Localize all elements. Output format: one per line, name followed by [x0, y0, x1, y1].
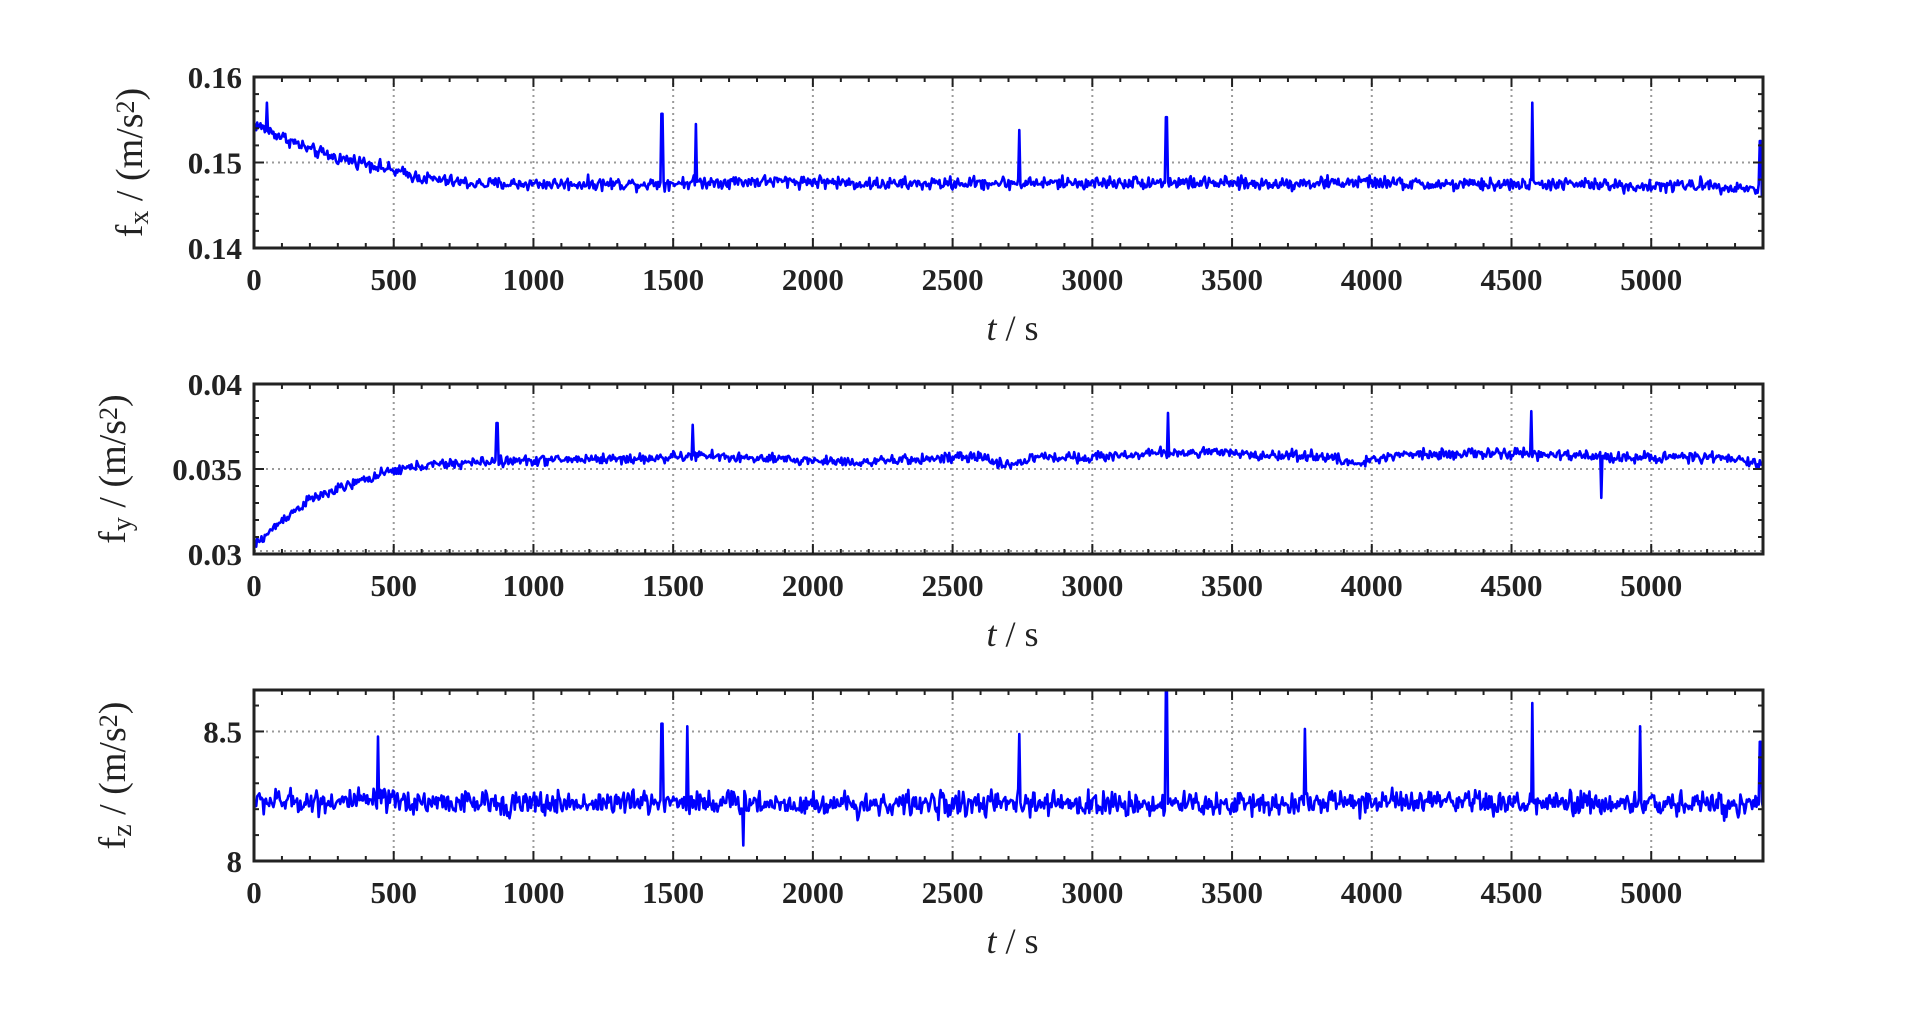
x-tick-label: 5000 — [1620, 875, 1682, 910]
ticks-layer: 0 500 1000 1500 2000 2500 3000 3500 4000 4500 5000… — [203, 690, 1763, 910]
x-tick-label: 3000 — [1061, 262, 1123, 297]
y-tick-label: 0.04 — [188, 367, 242, 402]
x-axis-label: t / s — [986, 921, 1038, 961]
x-tick-label: 0 — [246, 875, 262, 910]
x-tick-label: 4500 — [1481, 262, 1543, 297]
x-tick-label: 1000 — [502, 568, 564, 603]
axes-frame — [252, 688, 1765, 863]
grid-layer — [254, 690, 1763, 861]
ticks-layer: 0 500 1000 1500 2000 2500 3000 3500 4000 4500 5000… — [188, 60, 1763, 297]
series-line — [252, 688, 1765, 847]
x-tick-label: 0 — [246, 568, 262, 603]
series-line — [252, 409, 1764, 549]
x-tick-label: 500 — [370, 875, 417, 910]
x-tick-label: 3500 — [1201, 875, 1263, 910]
series-line — [252, 101, 1765, 198]
x-tick-label: 1000 — [502, 262, 564, 297]
x-tick-label: 3500 — [1201, 568, 1263, 603]
x-tick-label: 1500 — [642, 875, 704, 910]
x-axis-label: t / s — [986, 308, 1038, 348]
x-tick-label: 2000 — [782, 568, 844, 603]
y-axis-label: fx / (m/s2) — [109, 88, 155, 237]
x-tick-label: 1500 — [642, 568, 704, 603]
x-tick-label: 0 — [246, 262, 262, 297]
y-tick-label: 0.03 — [188, 537, 242, 572]
grid-layer — [254, 384, 1763, 554]
x-tick-label: 2500 — [922, 875, 984, 910]
y-tick-label: 8.5 — [203, 714, 242, 749]
axes-frame — [252, 75, 1765, 250]
x-axis-label: t / s — [986, 614, 1038, 654]
x-tick-label: 2000 — [782, 875, 844, 910]
x-tick-label: 3000 — [1061, 875, 1123, 910]
x-tick-label: 2500 — [922, 262, 984, 297]
x-tick-label: 4500 — [1481, 568, 1543, 603]
x-tick-label: 5000 — [1620, 568, 1682, 603]
x-tick-label: 2500 — [922, 568, 984, 603]
x-tick-label: 3000 — [1061, 568, 1123, 603]
y-tick-label: 0.15 — [188, 146, 242, 181]
x-tick-label: 4000 — [1341, 875, 1403, 910]
y-tick-label: 0.14 — [188, 231, 242, 266]
x-tick-label: 4500 — [1481, 875, 1543, 910]
subplot-fy: 0 500 1000 1500 2000 2500 3000 3500 4000 4500 5000… — [92, 367, 1765, 654]
axes-frame — [252, 382, 1765, 556]
x-tick-label: 1500 — [642, 262, 704, 297]
ticks-layer: 0 500 1000 1500 2000 2500 3000 3500 4000 4500 5000… — [172, 367, 1763, 603]
x-tick-label: 500 — [370, 568, 417, 603]
x-tick-label: 4000 — [1341, 568, 1403, 603]
x-tick-label: 3500 — [1201, 262, 1263, 297]
y-axis-label: fz / (m/s2) — [92, 702, 138, 850]
x-tick-label: 1000 — [502, 875, 564, 910]
x-tick-label: 4000 — [1341, 262, 1403, 297]
y-tick-label: 0.035 — [172, 452, 242, 487]
y-axis-label: fy / (m/s2) — [92, 394, 138, 543]
grid-layer — [254, 77, 1763, 248]
subplot-fz: 0 500 1000 1500 2000 2500 3000 3500 4000 4500 5000… — [92, 688, 1765, 961]
y-tick-label: 8 — [227, 844, 243, 879]
y-tick-label: 0.16 — [188, 60, 242, 95]
x-tick-label: 500 — [370, 262, 417, 297]
x-tick-label: 2000 — [782, 262, 844, 297]
x-tick-label: 5000 — [1620, 262, 1682, 297]
subplot-fx: 0 500 1000 1500 2000 2500 3000 3500 4000 4500 5000… — [109, 60, 1765, 348]
